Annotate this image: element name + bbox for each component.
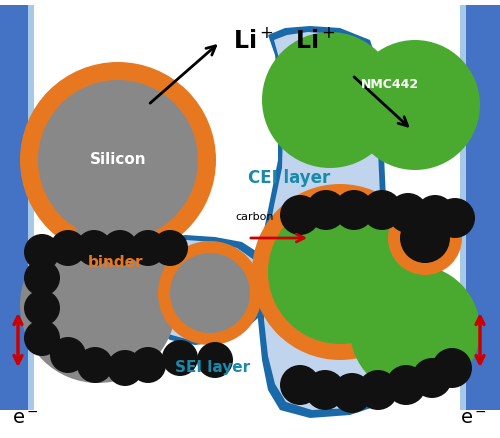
Circle shape <box>102 230 138 266</box>
Text: binder: binder <box>88 255 144 270</box>
Circle shape <box>130 347 166 383</box>
Circle shape <box>38 80 198 240</box>
Circle shape <box>350 40 480 170</box>
Text: Li$^+$: Li$^+$ <box>233 28 274 53</box>
Text: SEI layer: SEI layer <box>175 360 250 375</box>
Circle shape <box>412 358 452 398</box>
Circle shape <box>332 373 372 413</box>
Circle shape <box>76 230 112 266</box>
Circle shape <box>268 200 412 344</box>
Circle shape <box>432 348 472 388</box>
Bar <box>28 5 34 410</box>
Circle shape <box>400 213 450 263</box>
Circle shape <box>107 350 143 386</box>
Circle shape <box>20 227 176 383</box>
Circle shape <box>305 370 345 410</box>
Text: e$^-$: e$^-$ <box>12 409 39 428</box>
Circle shape <box>24 260 60 296</box>
Circle shape <box>24 320 60 356</box>
Circle shape <box>24 234 60 270</box>
Circle shape <box>358 370 398 410</box>
Polygon shape <box>258 26 400 418</box>
Text: Li$^+$: Li$^+$ <box>295 28 336 53</box>
Polygon shape <box>140 235 270 345</box>
Circle shape <box>415 195 455 235</box>
Circle shape <box>197 342 233 378</box>
Circle shape <box>162 340 198 376</box>
Circle shape <box>170 253 250 333</box>
Circle shape <box>24 290 60 326</box>
Circle shape <box>306 190 346 230</box>
Bar <box>466 5 500 410</box>
Circle shape <box>280 195 320 235</box>
Circle shape <box>280 365 320 405</box>
Circle shape <box>130 230 166 266</box>
Circle shape <box>77 347 113 383</box>
Polygon shape <box>143 240 261 340</box>
Text: e$^-$: e$^-$ <box>460 409 487 428</box>
Circle shape <box>334 190 374 230</box>
Text: NMC442: NMC442 <box>361 78 419 92</box>
Circle shape <box>50 337 86 373</box>
Circle shape <box>152 230 188 266</box>
Text: carbon: carbon <box>235 212 274 222</box>
Circle shape <box>262 32 398 168</box>
Circle shape <box>362 190 402 230</box>
Circle shape <box>388 193 428 233</box>
Circle shape <box>350 265 480 395</box>
Circle shape <box>252 184 428 360</box>
Circle shape <box>50 230 86 266</box>
Bar <box>460 5 466 410</box>
Text: CEI layer: CEI layer <box>248 169 330 187</box>
Circle shape <box>435 198 475 238</box>
Bar <box>0 5 28 410</box>
Polygon shape <box>264 32 394 410</box>
Text: Silicon: Silicon <box>90 152 146 167</box>
Circle shape <box>386 365 426 405</box>
Circle shape <box>20 62 216 258</box>
Circle shape <box>388 201 462 275</box>
Circle shape <box>158 241 262 345</box>
